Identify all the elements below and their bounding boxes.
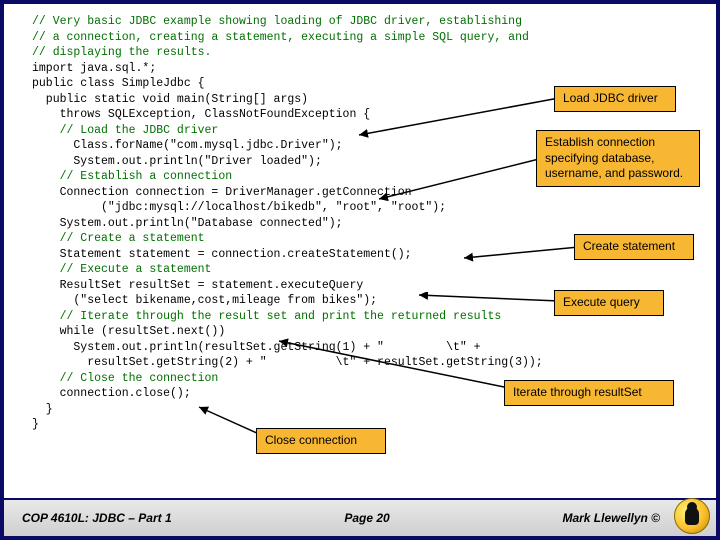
callout-establish-connection: Establish connection specifying database… [536,130,700,187]
callout-close-connection: Close connection [256,428,386,454]
callout-load-driver: Load JDBC driver [554,86,676,112]
footer-page: Page 20 [172,511,563,525]
footer-left: COP 4610L: JDBC – Part 1 [4,511,172,525]
callout-iterate-results: Iterate through resultSet [504,380,674,406]
ucf-logo-icon [674,498,710,534]
footer-bar: COP 4610L: JDBC – Part 1 Page 20 Mark Ll… [4,498,716,536]
callout-execute-query: Execute query [554,290,664,316]
callout-create-statement: Create statement [574,234,694,260]
code-block: // Very basic JDBC example showing loadi… [4,4,716,433]
